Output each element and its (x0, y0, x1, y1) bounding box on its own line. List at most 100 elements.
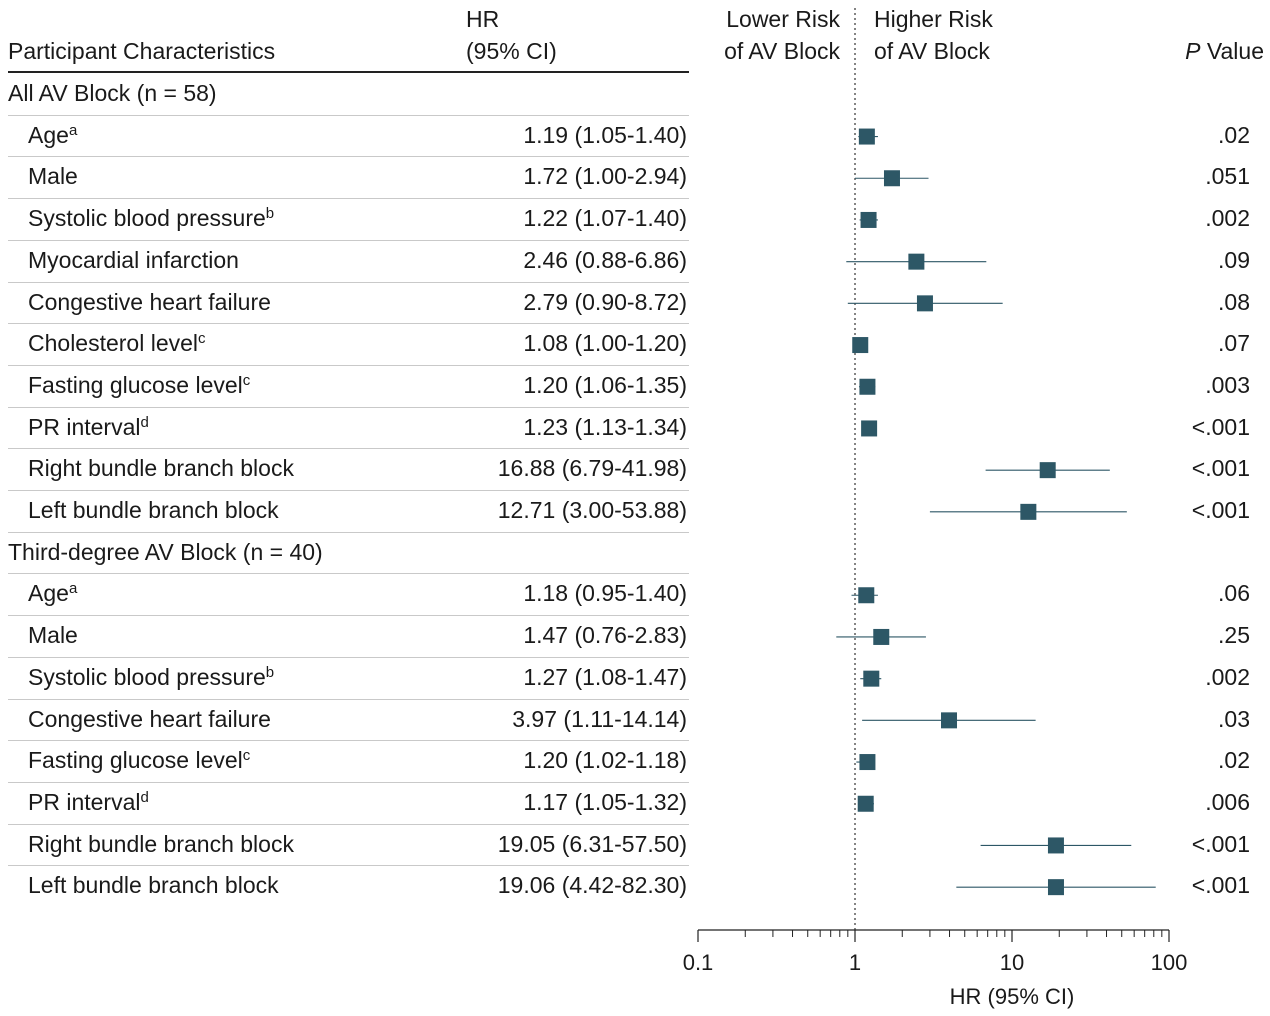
hr-marker (1039, 462, 1056, 479)
hr-ci-value: 1.08 (1.00-1.20) (523, 330, 687, 357)
col-header-hr-line2: (95% CI) (466, 38, 557, 64)
p-value: .03 (1218, 705, 1250, 732)
group-heading: All AV Block (n = 58) (8, 80, 217, 106)
p-rest: Value (1200, 38, 1264, 64)
lower-risk-label-line1: Lower Risk (726, 6, 840, 32)
row-label: Left bundle branch block (28, 865, 279, 906)
hr-ci-value: 1.47 (0.76-2.83) (523, 622, 687, 649)
footnote-marker: a (68, 121, 78, 139)
row-label: Myocardial infarction (28, 240, 239, 281)
p-italic: P (1185, 38, 1201, 64)
row-label: Congestive heart failure (28, 282, 271, 323)
row-label: Right bundle branch block (28, 448, 294, 489)
group-heading: Third-degree AV Block (n = 40) (8, 538, 323, 565)
hr-marker (861, 420, 878, 437)
row-label-text: Fasting glucose level (28, 747, 243, 774)
row-divider (8, 490, 689, 491)
p-value: <.001 (1191, 455, 1250, 482)
footnote-marker: d (140, 413, 149, 431)
hr-ci-value: 1.72 (1.00-2.94) (523, 163, 687, 190)
col-header-p-value: P Value (1100, 36, 1264, 67)
footnote-marker: b (265, 204, 275, 222)
hr-ci-value: 1.23 (1.13-1.34) (523, 413, 687, 440)
row-divider (8, 198, 689, 199)
hr-marker (859, 378, 876, 395)
x-tick-label: 100 (1151, 950, 1188, 975)
row-divider (8, 448, 689, 449)
row-divider (8, 615, 689, 616)
hr-ci-value: 1.20 (1.02-1.18) (523, 747, 687, 774)
hr-marker (908, 253, 925, 270)
hr-marker (1047, 837, 1064, 854)
hr-ci-value: 2.46 (0.88-6.86) (523, 246, 687, 273)
p-value: .003 (1205, 371, 1250, 398)
x-tick-label: 10 (1000, 950, 1024, 975)
row-label-text: PR interval (28, 788, 141, 815)
hr-ci-value: 1.19 (1.05-1.40) (523, 121, 687, 148)
p-value: .08 (1218, 288, 1250, 315)
row-label-text: Myocardial infarction (28, 246, 239, 273)
row-divider (8, 407, 689, 408)
hr-marker (858, 128, 875, 145)
col-header-participant: Participant Characteristics (8, 38, 276, 64)
hr-marker (1047, 879, 1064, 896)
row-label-text: Age (28, 121, 69, 148)
p-value: .002 (1205, 205, 1250, 232)
row-label-text: Congestive heart failure (28, 288, 271, 315)
p-value: <.001 (1191, 872, 1250, 899)
row-label: Agea (28, 115, 77, 156)
row-label: Fasting glucose levelc (28, 740, 250, 781)
x-tick-label: 1 (849, 950, 861, 975)
hr-ci-value: 2.79 (0.90-8.72) (523, 288, 687, 315)
hr-ci-value: 3.97 (1.11-14.14) (512, 705, 687, 732)
row-divider (8, 282, 689, 283)
row-label: Male (28, 156, 78, 197)
row-label-text: PR interval (28, 413, 141, 440)
x-axis-label: HR (95% CI) (949, 984, 1075, 1009)
p-value: <.001 (1191, 497, 1250, 523)
p-value: .02 (1218, 121, 1250, 148)
p-value: .02 (1218, 747, 1250, 774)
p-value: .002 (1205, 663, 1250, 690)
footnote-marker: a (68, 580, 78, 598)
hr-ci-value: 19.06 (4.42-82.30) (497, 872, 687, 899)
footnote-marker: c (242, 371, 251, 389)
hr-marker (858, 587, 875, 604)
footnote-marker: d (140, 788, 149, 806)
row-label: Systolic blood pressureb (28, 198, 274, 239)
higher-risk-label-line1: Higher Risk (874, 6, 993, 32)
hr-ci-value: 1.20 (1.06-1.35) (523, 371, 687, 398)
hr-marker (863, 670, 880, 687)
row-label-text: Cholesterol level (28, 330, 199, 357)
hr-marker (857, 795, 874, 812)
row-label: PR intervald (28, 782, 149, 823)
hr-ci-value: 19.05 (6.31-57.50) (497, 830, 687, 857)
row-label-text: Systolic blood pressure (28, 205, 266, 232)
row-label-text: Male (28, 622, 78, 649)
p-value: .006 (1205, 788, 1250, 815)
hr-ci-value: 1.18 (0.95-1.40) (523, 580, 687, 607)
row-label-text: Congestive heart failure (28, 705, 271, 732)
row-divider (8, 115, 689, 116)
hr-ci-value: 1.27 (1.08-1.47) (523, 663, 687, 690)
header-rule (8, 71, 689, 73)
p-value: <.001 (1191, 413, 1250, 440)
row-label-text: Left bundle branch block (28, 497, 279, 523)
row-divider (8, 573, 689, 574)
hr-ci-value: 16.88 (6.79-41.98) (497, 455, 687, 482)
p-value: .051 (1205, 163, 1250, 190)
row-label: Agea (28, 573, 77, 614)
row-label-text: Left bundle branch block (28, 872, 279, 899)
row-label: PR intervald (28, 407, 149, 448)
row-label: Fasting glucose levelc (28, 365, 250, 406)
p-value: <.001 (1191, 830, 1250, 857)
row-divider (8, 532, 689, 533)
row-divider (8, 699, 689, 700)
row-label-text: Right bundle branch block (28, 830, 294, 857)
hr-ci-value: 1.22 (1.07-1.40) (523, 205, 687, 232)
footnote-marker: c (242, 746, 251, 764)
row-divider (8, 156, 689, 157)
hr-marker (1020, 503, 1037, 520)
row-label-text: Male (28, 163, 78, 190)
